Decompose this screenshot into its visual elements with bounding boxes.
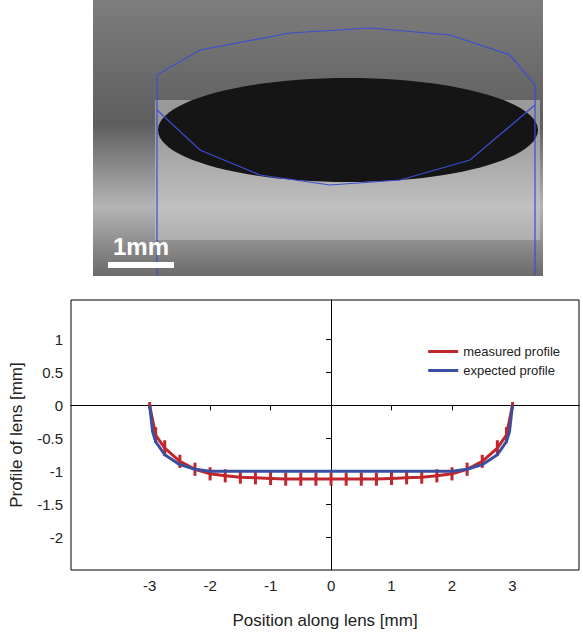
svg-text:2: 2 bbox=[448, 577, 456, 594]
svg-text:Profile of lens [mm]: Profile of lens [mm] bbox=[7, 362, 26, 508]
svg-text:-3: -3 bbox=[143, 577, 156, 594]
svg-text:-2: -2 bbox=[50, 529, 63, 546]
svg-text:1mm: 1mm bbox=[113, 233, 169, 260]
svg-text:-0.5: -0.5 bbox=[37, 430, 63, 447]
svg-text:measured profile: measured profile bbox=[463, 344, 560, 359]
svg-text:3: 3 bbox=[508, 577, 516, 594]
svg-text:0: 0 bbox=[55, 397, 63, 414]
svg-text:Position along lens [mm]: Position along lens [mm] bbox=[232, 611, 417, 630]
svg-text:-1: -1 bbox=[264, 577, 277, 594]
svg-text:0: 0 bbox=[327, 577, 335, 594]
svg-text:0.5: 0.5 bbox=[42, 364, 63, 381]
svg-text:-1: -1 bbox=[50, 463, 63, 480]
svg-text:1: 1 bbox=[55, 331, 63, 348]
svg-text:-2: -2 bbox=[203, 577, 216, 594]
svg-text:-1.5: -1.5 bbox=[37, 496, 63, 513]
svg-text:expected profile: expected profile bbox=[463, 363, 555, 378]
svg-text:1: 1 bbox=[387, 577, 395, 594]
